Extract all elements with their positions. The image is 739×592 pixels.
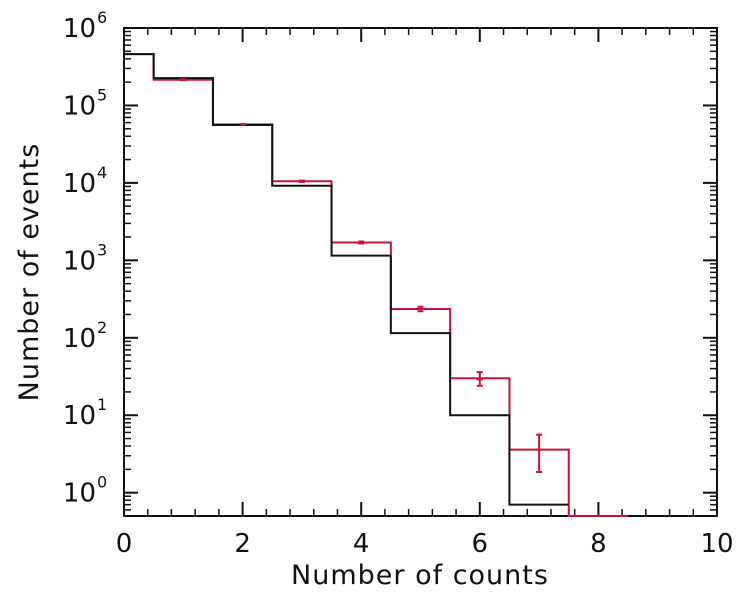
error-bar xyxy=(180,78,187,82)
y-axis-title: Number of events xyxy=(14,143,45,402)
x-tick-label: 4 xyxy=(353,529,370,559)
y-tick-label: 10 xyxy=(63,14,96,44)
x-tick-label: 2 xyxy=(234,529,251,559)
y-tick-label: 10 xyxy=(63,479,96,509)
y-tick-label: 10 xyxy=(63,246,96,276)
x-tick-label: 8 xyxy=(590,529,607,559)
series-1-step-line xyxy=(124,53,629,517)
major-tick-marks xyxy=(123,27,718,516)
series-2-step-line xyxy=(124,53,569,506)
y-tick-label: 10 xyxy=(63,91,96,121)
y-tick-label-exponent: 1 xyxy=(97,395,107,414)
y-tick-label-exponent: 5 xyxy=(97,85,107,104)
y-tick-label: 10 xyxy=(63,324,96,354)
error-bar xyxy=(298,179,305,183)
x-axis-title: Number of counts xyxy=(291,560,549,591)
x-tick-label: 6 xyxy=(472,529,489,559)
series-layer xyxy=(124,53,629,517)
y-tick-label-exponent: 2 xyxy=(97,318,107,337)
error-bar xyxy=(358,240,365,245)
error-bar xyxy=(417,305,424,313)
x-tick-label: 10 xyxy=(700,529,733,559)
minor-tick-marks xyxy=(124,28,717,517)
y-tick-label: 10 xyxy=(63,401,96,431)
error-bar xyxy=(239,123,246,126)
y-tick-label: 10 xyxy=(63,169,96,199)
y-tick-label-exponent: 6 xyxy=(97,8,107,27)
y-tick-label-exponent: 0 xyxy=(97,473,107,492)
error-bars xyxy=(180,78,543,473)
x-tick-labels: 0 2 4 6 8 10 xyxy=(116,529,734,559)
x-tick-label: 0 xyxy=(116,529,133,559)
error-bar xyxy=(476,371,483,387)
error-bar xyxy=(536,433,543,473)
y-tick-label-exponent: 3 xyxy=(97,240,107,259)
y-tick-label-exponent: 4 xyxy=(97,163,107,182)
